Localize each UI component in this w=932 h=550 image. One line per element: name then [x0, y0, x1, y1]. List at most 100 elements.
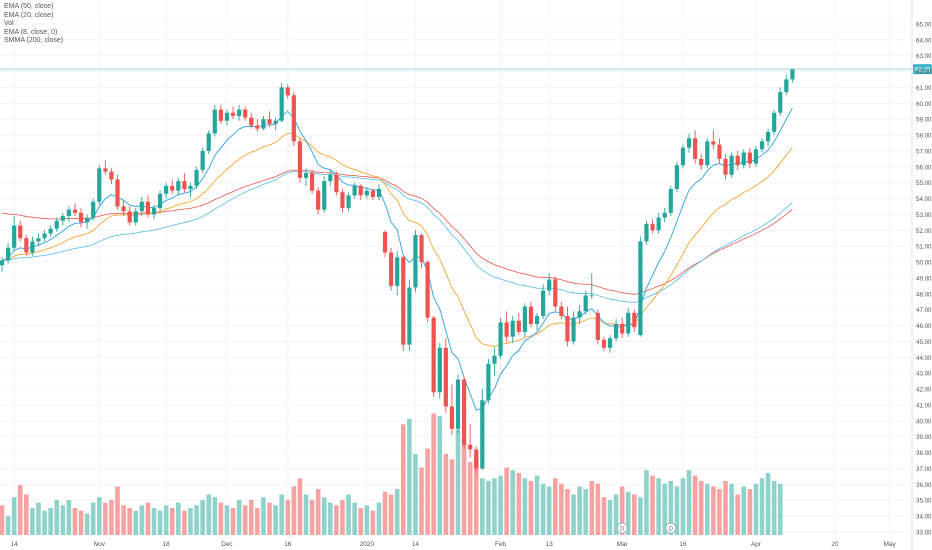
candle-body — [60, 216, 65, 221]
volume-bar — [261, 497, 266, 535]
candle-body — [498, 322, 503, 356]
last-price-label: 62.15 — [915, 67, 931, 74]
y-tick-label: 38.00 — [916, 450, 932, 457]
candle — [176, 177, 181, 196]
legend-ema8[interactable]: EMA (8, close, 0) — [4, 28, 58, 36]
volume-bar — [765, 472, 771, 535]
candle-body — [784, 79, 789, 93]
y-tick-label: 65.00 — [916, 21, 932, 28]
y-tick-label: 41.00 — [916, 402, 932, 409]
volume-bar — [212, 497, 218, 535]
candle-body — [224, 112, 230, 121]
candle-body — [316, 190, 321, 210]
volume-bar — [407, 418, 412, 535]
volume-bar — [54, 499, 60, 535]
y-tick-label: 57.00 — [916, 148, 932, 155]
y-tick-label: 35.00 — [916, 498, 932, 505]
volume-bar — [315, 489, 321, 535]
candle-body — [680, 147, 686, 166]
candle-body — [468, 444, 473, 450]
volume-bar — [84, 513, 90, 535]
candle — [230, 106, 236, 120]
candle-body — [249, 117, 254, 126]
candle-body — [772, 112, 777, 132]
volume-bar — [17, 485, 23, 535]
volume-bar — [686, 470, 692, 535]
dividend-d-icon[interactable]: D — [665, 522, 677, 534]
volume-bar — [668, 481, 674, 535]
volume-bar — [619, 486, 625, 535]
candle-body — [425, 262, 430, 318]
last-price-tag — [913, 64, 932, 75]
candle-body — [78, 212, 84, 223]
volume-bar — [400, 424, 406, 535]
candle-body — [376, 189, 382, 197]
candle — [753, 146, 759, 167]
volume-bar — [698, 481, 704, 535]
candle-body — [492, 355, 497, 364]
volume-bar — [638, 497, 643, 535]
candle-body — [0, 260, 5, 266]
x-tick-label: 2020 — [360, 541, 375, 548]
y-axis[interactable]: 33.00 34.00 35.00 36.00 37.00 38.00 39.00 40.00… — [911, 0, 932, 550]
candle — [54, 217, 59, 232]
volume-bar — [595, 483, 601, 535]
volume-bar — [96, 497, 102, 535]
candle — [370, 189, 375, 201]
indicator-legend[interactable]: EMA (50, close) EMA (20, close) Vol EMA … — [4, 3, 63, 46]
candle — [5, 243, 11, 264]
candle-body — [389, 252, 394, 286]
candle — [559, 301, 564, 320]
candle — [474, 446, 479, 474]
candle-body — [541, 290, 546, 317]
volume-bar — [552, 478, 558, 535]
candle-body — [5, 247, 11, 261]
candle-body — [30, 241, 35, 253]
event-markers[interactable]: DDE — [616, 522, 932, 534]
x-axis[interactable]: 14Nov18Dec16202014Feb13Mar16Apr20May18Ju… — [11, 541, 932, 548]
y-tick-label: 37.00 — [916, 466, 932, 473]
candle — [78, 208, 84, 228]
candle — [613, 319, 619, 342]
volume-bar — [771, 481, 777, 535]
x-tick-label: Nov — [94, 541, 106, 548]
volume-bar — [358, 508, 364, 535]
candle-body — [139, 201, 144, 212]
candle-body — [340, 192, 345, 209]
candle — [358, 184, 363, 201]
x-tick-label: May — [884, 541, 897, 548]
x-tick-label: 18 — [163, 541, 171, 548]
y-tick-label: 48.00 — [916, 291, 932, 298]
candle-body — [395, 257, 400, 286]
y-tick-label: 54.00 — [916, 196, 932, 203]
candle — [778, 87, 783, 116]
volume-bar — [528, 481, 534, 535]
candle — [565, 306, 570, 347]
volume-bar — [492, 478, 497, 535]
candle-body — [765, 131, 771, 142]
dividend-d-icon[interactable]: D — [616, 522, 628, 534]
volume-bar — [571, 494, 576, 535]
candle-body — [705, 141, 710, 166]
candle — [164, 182, 169, 199]
candle — [729, 152, 734, 178]
candle-body — [97, 168, 102, 202]
volume-bar — [267, 502, 272, 535]
ema50-line — [1, 171, 793, 304]
candle-body — [437, 347, 442, 393]
volume-bar — [188, 508, 193, 535]
volume-bar — [194, 505, 199, 535]
y-tick-label: 45.00 — [916, 339, 932, 346]
candle — [91, 198, 96, 221]
legend-smma200[interactable]: SMMA (200, close) — [4, 37, 64, 45]
candle — [115, 174, 120, 210]
candle-body — [121, 206, 126, 212]
legend-ema20[interactable]: EMA (20, close) — [4, 11, 54, 19]
candle — [72, 203, 78, 217]
legend-vol[interactable]: Vol — [4, 20, 14, 28]
candle-body — [328, 174, 333, 182]
legend-ema50[interactable]: EMA (50, close) — [4, 3, 54, 10]
y-tick-label: 40.00 — [916, 418, 932, 425]
candle — [42, 230, 47, 242]
